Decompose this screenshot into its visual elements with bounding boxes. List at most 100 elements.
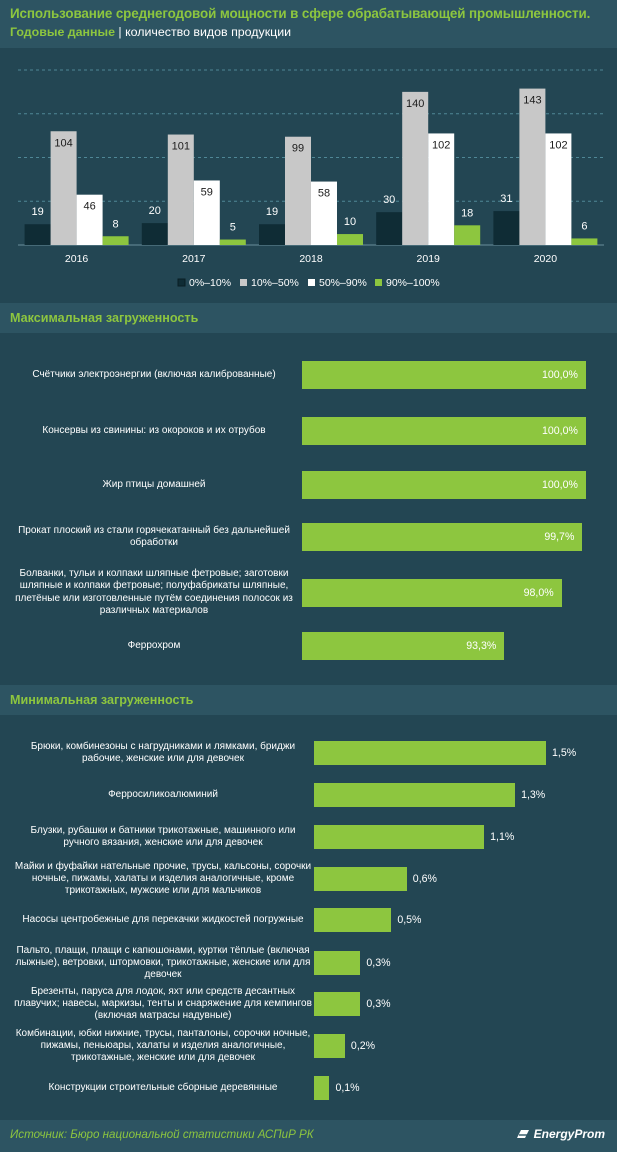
category-label: Жир птицы домашней <box>102 479 206 490</box>
category-label: Счётчики электроэнергии (включая калибро… <box>32 369 276 380</box>
bar-value-label: 93,3% <box>466 640 497 652</box>
legend-label: 10%–50% <box>251 277 299 289</box>
bar-value-label: 100,0% <box>542 425 578 437</box>
hbar <box>314 783 516 807</box>
column-bar <box>24 224 51 245</box>
bar-value-label: 0,6% <box>412 873 437 885</box>
hbar <box>314 992 361 1016</box>
bar-value-label: 0,5% <box>397 914 422 926</box>
column-bar <box>102 236 129 245</box>
column-value-label: 46 <box>83 201 95 213</box>
column-value-label: 140 <box>406 98 424 110</box>
bar-value-label: 1,5% <box>552 747 577 759</box>
column-value-label: 6 <box>581 220 587 232</box>
hbar <box>302 632 505 660</box>
column-value-label: 30 <box>383 194 395 206</box>
legend-swatch <box>375 279 382 286</box>
bar-value-label: 0,2% <box>350 1040 376 1052</box>
hbar <box>314 1034 345 1058</box>
column-value-label: 99 <box>292 143 304 155</box>
min-section-header: Минимальная загруженность <box>0 685 617 715</box>
hbar <box>314 1076 330 1100</box>
category-label: Феррохром <box>127 640 181 651</box>
legend-swatch <box>240 279 247 286</box>
column-bar <box>193 180 220 245</box>
bar-value-label: 0,3% <box>366 998 391 1010</box>
footer: Источник: Бюро национальной статистики А… <box>0 1120 617 1152</box>
column-value-label: 102 <box>432 139 450 151</box>
column-bar <box>50 131 77 245</box>
hbar <box>302 417 586 445</box>
min-section-title: Минимальная загруженность <box>10 693 194 707</box>
hbar <box>302 579 562 607</box>
min-load-chart: Брюки, комбинезоны с нагрудниками и лямк… <box>0 715 617 1120</box>
header: Использование среднегодовой мощности в с… <box>0 0 617 48</box>
bar-value-label: 0,1% <box>335 1082 360 1094</box>
subtitle-accent: Годовые данные <box>10 25 115 39</box>
column-bar <box>428 133 455 245</box>
brand-logo: EnergyProm <box>515 1127 605 1141</box>
subtitle-rest: количество видов продукции <box>125 25 292 39</box>
column-bar <box>402 91 429 245</box>
column-bar <box>376 212 403 245</box>
subtitle-separator: | <box>114 25 126 39</box>
column-value-label: 8 <box>113 218 119 230</box>
column-bar <box>167 134 194 245</box>
category-label: Брезенты, паруса для лодок, яхт или сред… <box>14 985 312 1022</box>
column-bar <box>493 211 520 245</box>
column-bar <box>571 238 598 245</box>
x-tick-label: 2020 <box>534 253 558 265</box>
column-chart: 19 104 46 8 2016 20 101 59 5 2017 19 99 58 10 2018 30 14… <box>18 69 604 289</box>
column-value-label: 18 <box>461 207 473 219</box>
hbar <box>302 523 583 551</box>
category-label: Насосы центробежные для перекачки жидкос… <box>22 914 304 925</box>
column-value-label: 59 <box>201 186 213 198</box>
hbar <box>302 361 586 389</box>
bar-value-label: 1,3% <box>521 789 546 801</box>
source-note: Источник: Бюро национальной статистики А… <box>10 1128 314 1141</box>
logo-text: EnergyProm <box>533 1127 605 1141</box>
category-label: Пальто, плащи, плащи с капюшонами, куртк… <box>15 944 311 981</box>
column-bar <box>76 194 103 245</box>
hbar <box>314 825 485 849</box>
column-value-label: 20 <box>149 205 161 217</box>
category-label: Комбинации, юбки нижние, трусы, панталон… <box>15 1027 311 1064</box>
bar-value-label: 99,7% <box>544 531 575 543</box>
column-bar <box>259 224 285 245</box>
page-title: Использование среднегодовой мощности в с… <box>10 6 591 21</box>
column-bar <box>141 223 168 245</box>
column-bar <box>337 234 363 245</box>
max-section-title: Максимальная загруженность <box>10 311 199 325</box>
column-chart-panel: 19 104 46 8 2016 20 101 59 5 2017 19 99 58 10 2018 30 14… <box>0 48 617 303</box>
bar-value-label: 100,0% <box>542 369 578 381</box>
legend-label: 90%–100% <box>386 277 440 289</box>
column-bar <box>519 88 546 245</box>
column-bar <box>311 181 337 245</box>
column-value-label: 104 <box>54 137 72 149</box>
bar-value-label: 0,3% <box>366 957 391 969</box>
x-tick-label: 2019 <box>417 253 441 265</box>
max-section-header: Максимальная загруженность <box>0 303 617 333</box>
hbar <box>314 867 407 891</box>
column-bar <box>285 136 311 245</box>
column-value-label: 5 <box>230 222 236 234</box>
x-tick-label: 2017 <box>182 253 206 265</box>
legend-label: 50%–90% <box>319 277 367 289</box>
logo-icon <box>516 1130 529 1138</box>
hbar <box>302 471 586 499</box>
bar-value-label: 100,0% <box>542 479 578 491</box>
category-label: Консервы из свинины: из окороков и их от… <box>42 425 266 436</box>
column-bar <box>454 225 481 245</box>
max-load-chart: Счётчики электроэнергии (включая калибро… <box>0 333 617 685</box>
hbar <box>314 908 392 932</box>
column-value-label: 31 <box>500 193 512 205</box>
category-label: Майки и фуфайки нательные прочие, трусы,… <box>14 860 312 897</box>
legend-swatch <box>308 279 315 286</box>
hbar <box>314 951 361 975</box>
column-value-label: 143 <box>523 95 541 107</box>
column-value-label: 10 <box>344 216 356 228</box>
legend-swatch <box>177 278 186 287</box>
x-tick-label: 2016 <box>65 253 89 265</box>
column-bar <box>545 133 572 245</box>
column-value-label: 19 <box>31 206 43 218</box>
